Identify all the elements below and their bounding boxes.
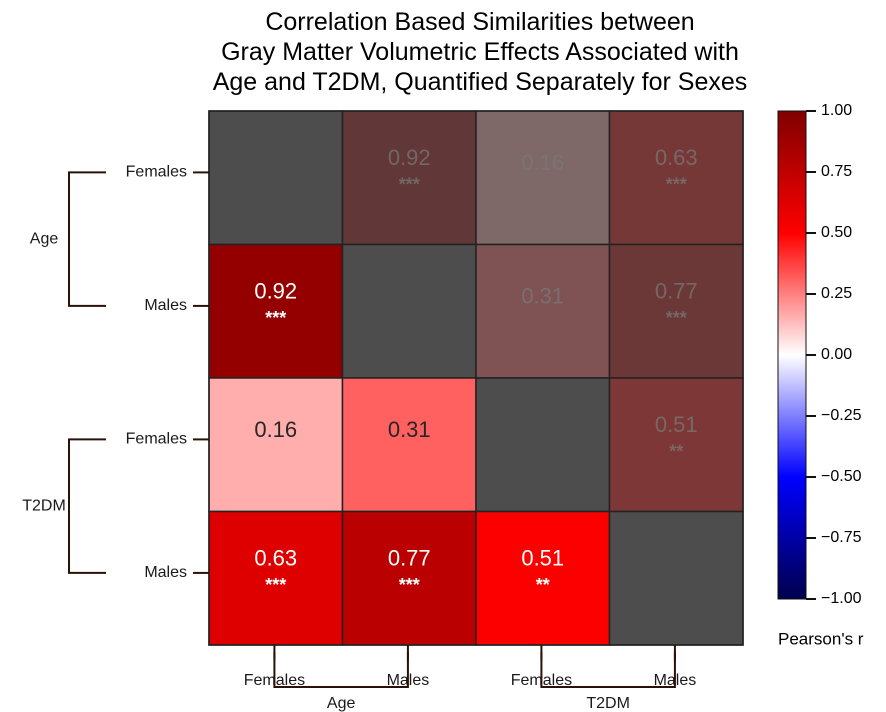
row-label-3: Males xyxy=(144,564,187,581)
row-group-bracket-0 xyxy=(68,171,106,307)
row-group-label-1: T2DM xyxy=(22,497,66,514)
cell-value-1-2: 0.31 xyxy=(521,284,564,309)
heatmap-cell-2-0 xyxy=(208,377,344,513)
heatmap-cell-3-1 xyxy=(341,510,477,646)
heatmap-cell-0-2 xyxy=(475,110,611,246)
cell-significance-1-3: *** xyxy=(666,308,687,328)
title-line-1: Correlation Based Similarities between xyxy=(265,8,695,36)
row-label-2: Females xyxy=(126,431,187,448)
cell-significance-3-0: *** xyxy=(265,575,286,595)
cell-significance-0-1: *** xyxy=(399,175,420,195)
colorbar-tick-label-7: −0.75 xyxy=(821,529,862,546)
colorbar-label: Pearson's r xyxy=(778,629,864,648)
colorbar: 1.00 0.75 0.50 0.25 0.00 −0.25 −0.50 −0.75 −1.00… xyxy=(777,102,864,648)
row-group-label-0: Age xyxy=(30,230,59,247)
colorbar-tick-label-2: 0.50 xyxy=(821,224,852,241)
heatmap-cell-3-2 xyxy=(475,510,611,646)
colorbar-tick-label-3: 0.25 xyxy=(821,285,852,302)
heatmap-cell-1-1 xyxy=(341,243,477,379)
cell-significance-3-2: ** xyxy=(536,575,550,595)
heatmap-cell-2-1 xyxy=(341,377,477,513)
cell-value-3-2: 0.51 xyxy=(521,545,564,570)
cell-value-3-0: 0.63 xyxy=(254,545,297,570)
colorbar-tick-label-4: 0.00 xyxy=(821,346,852,363)
colorbar-tick-label-6: −0.50 xyxy=(821,468,862,485)
title-line-3: Age and T2DM, Quantified Separately for … xyxy=(212,68,748,96)
cell-significance-3-1: *** xyxy=(399,575,420,595)
col-group-bracket-0 xyxy=(273,652,409,688)
heatmap-cell-1-2 xyxy=(475,243,611,379)
row-label-0: Females xyxy=(126,164,187,181)
col-group-bracket-1 xyxy=(540,652,676,688)
cell-value-0-2: 0.16 xyxy=(521,150,564,175)
heatmap-cells: 0.92 *** 0.16 0.63 *** 0.92 *** 0.31 0.77 *** 0.16… xyxy=(208,110,744,646)
heatmap-cell-2-2 xyxy=(475,377,611,513)
row-label-1: Males xyxy=(144,297,187,314)
cell-significance-2-3: ** xyxy=(669,442,683,462)
row-group-bracket-1 xyxy=(68,438,106,574)
heatmap-cell-3-3 xyxy=(608,510,744,646)
title-line-2: Gray Matter Volumetric Effects Associate… xyxy=(221,38,739,66)
cell-value-3-1: 0.77 xyxy=(388,545,431,570)
cell-value-2-0: 0.16 xyxy=(254,417,297,442)
colorbar-tick-label-8: −1.00 xyxy=(821,590,862,607)
colorbar-tick-label-5: −0.25 xyxy=(821,407,862,424)
heatmap-frame xyxy=(208,110,744,646)
heatmap-cell-3-0 xyxy=(208,510,344,646)
cell-value-1-0: 0.92 xyxy=(254,278,297,303)
col-group-label-1: T2DM xyxy=(586,695,630,712)
colorbar-gradient xyxy=(777,110,807,600)
colorbar-tick-label-1: 0.75 xyxy=(821,163,852,180)
cell-value-0-3: 0.63 xyxy=(655,145,698,170)
heatmap-cell-0-0 xyxy=(208,110,344,246)
col-group-label-0: Age xyxy=(327,695,356,712)
colorbar-tick-label-0: 1.00 xyxy=(821,102,852,119)
cell-significance-0-3: *** xyxy=(666,175,687,195)
cell-significance-1-0: *** xyxy=(265,308,286,328)
cell-value-2-1: 0.31 xyxy=(388,417,431,442)
cell-value-0-1: 0.92 xyxy=(388,145,431,170)
cell-value-2-3: 0.51 xyxy=(655,412,698,437)
cell-value-1-3: 0.77 xyxy=(655,278,698,303)
